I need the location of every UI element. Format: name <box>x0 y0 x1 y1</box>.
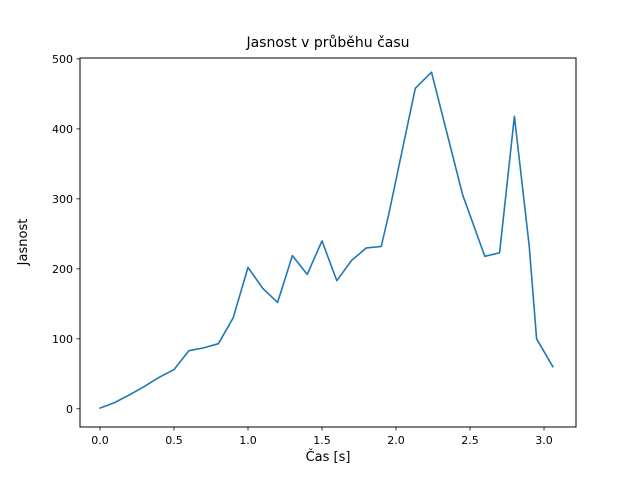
y-tick-label: 100 <box>52 333 73 346</box>
y-tick-label: 400 <box>52 123 73 136</box>
x-tick-label: 2.0 <box>387 434 405 447</box>
y-tick-label: 500 <box>52 53 73 66</box>
plot-border <box>79 57 577 428</box>
y-tick-label: 300 <box>52 193 73 206</box>
x-axis-label: Čas [s] <box>306 449 351 465</box>
x-tick-label: 0.0 <box>91 434 109 447</box>
y-tick-label: 200 <box>52 263 73 276</box>
y-axis-label: Jasnost <box>16 219 31 267</box>
y-tick-label: 0 <box>66 403 73 416</box>
x-tick-label: 2.5 <box>461 434 479 447</box>
x-tick-label: 1.5 <box>313 434 331 447</box>
chart-title: Jasnost v průběhu času <box>245 35 409 51</box>
brightness-series-line <box>99 71 554 409</box>
x-tick-label: 3.0 <box>535 434 553 447</box>
axis-ticks: 0.0 0.5 1.0 1.5 2.0 2.5 3.0 0 100 200 300 400 500 <box>52 53 553 447</box>
x-tick-label: 0.5 <box>165 434 183 447</box>
x-tick-label: 1.0 <box>239 434 257 447</box>
